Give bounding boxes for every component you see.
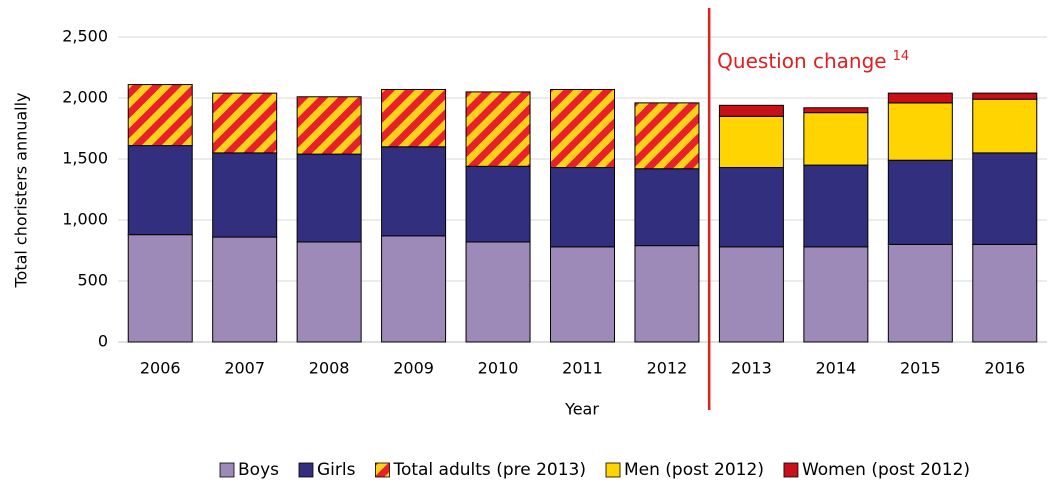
bar-segment [212, 236, 278, 343]
y-tick-label: 1,000 [62, 210, 108, 229]
legend-label: Women (post 2012) [802, 460, 970, 480]
annotation: Question change 14 [717, 49, 909, 73]
bar-segment [718, 115, 784, 169]
bar-segment [381, 146, 447, 237]
bar-segment [718, 167, 784, 248]
bar-segment [718, 246, 784, 343]
legend-swatch [219, 462, 235, 478]
legend-label: Men (post 2012) [624, 460, 764, 480]
legend-swatch [605, 462, 621, 478]
x-tick-label: 2009 [393, 359, 434, 378]
bar-segment [465, 91, 531, 167]
bar-segment [381, 235, 447, 343]
bar-segment [465, 165, 531, 243]
bar-segment [887, 159, 953, 245]
bar-segment [887, 243, 953, 343]
legend-label: Girls [317, 460, 356, 480]
x-tick-label: 2012 [647, 359, 688, 378]
bar-segment [803, 164, 869, 248]
x-tick-label: 2013 [731, 359, 772, 378]
bar-segment [550, 88, 615, 169]
x-tick-label: 2006 [140, 359, 181, 378]
y-axis-label: Total choristers annually [12, 92, 31, 288]
bar-segment [550, 167, 615, 248]
bar-segment [803, 246, 869, 343]
x-tick-label: 2008 [309, 359, 350, 378]
bar-segment [972, 152, 1038, 245]
legend-swatch [375, 462, 390, 478]
x-tick-label: 2011 [562, 359, 603, 378]
bar-segment [634, 245, 700, 343]
bar-segment [887, 102, 953, 161]
y-tick-label: 1,500 [62, 149, 108, 168]
x-tick-label: 2016 [984, 359, 1025, 378]
bar-segment [972, 243, 1038, 343]
bar-segment [127, 145, 193, 236]
bar-segment [212, 152, 278, 238]
x-tick-label: 2007 [224, 359, 265, 378]
bar-segment [887, 92, 953, 104]
bar-segment [127, 234, 193, 343]
y-tick-label: 2,500 [62, 27, 108, 46]
bar-segment [212, 92, 278, 154]
bar-segment [296, 96, 362, 155]
annotation-superscript: 14 [893, 49, 910, 64]
x-tick-label: 2010 [478, 359, 519, 378]
y-tick-label: 2,000 [62, 88, 108, 107]
bar-segment [296, 241, 362, 343]
annotation-text: Question change [717, 49, 886, 73]
bar-segment [634, 102, 700, 170]
x-tick-label: 2014 [816, 359, 857, 378]
bar-segment [296, 153, 362, 243]
legend-swatch [298, 462, 314, 478]
legend-label: Boys [238, 460, 279, 480]
bar-segment [465, 241, 531, 343]
bar-segment [972, 98, 1038, 154]
bar-segment [550, 246, 615, 343]
bar-segment [127, 84, 193, 147]
bar-segment [803, 112, 869, 166]
y-tick-label: 500 [77, 271, 108, 290]
bar-segment [718, 104, 784, 117]
x-axis-label: Year [564, 400, 599, 419]
y-tick-label: 0 [98, 332, 108, 351]
bar-segment [381, 88, 447, 148]
bar-segment [972, 92, 1038, 100]
legend-swatch [783, 462, 799, 478]
bar-segment [803, 107, 869, 114]
bar-segment [634, 168, 700, 247]
legend-label: Total adults (pre 2013) [392, 460, 586, 480]
x-tick-label: 2015 [900, 359, 941, 378]
